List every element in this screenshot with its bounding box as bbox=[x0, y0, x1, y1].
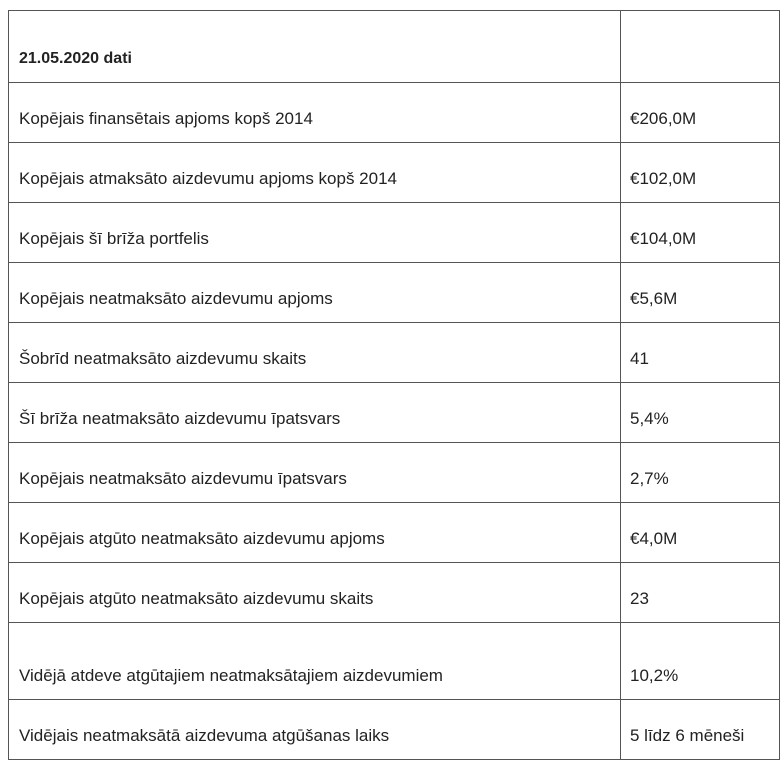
table-row: Kopējais neatmaksāto aizdevumu īpatsvars… bbox=[8, 442, 780, 503]
table-header-row: 21.05.2020 dati bbox=[8, 10, 780, 83]
statistics-table-container: 21.05.2020 dati Kopējais finansētais apj… bbox=[8, 10, 780, 760]
header-date-label: 21.05.2020 dati bbox=[8, 10, 621, 83]
header-value-cell bbox=[620, 10, 780, 83]
table-row: Vidējais neatmaksātā aizdevuma atgūšanas… bbox=[8, 699, 780, 760]
row-label: Vidējais neatmaksātā aizdevuma atgūšanas… bbox=[8, 699, 621, 760]
row-label: Šobrīd neatmaksāto aizdevumu skaits bbox=[8, 322, 621, 383]
table-row: Šobrīd neatmaksāto aizdevumu skaits 41 bbox=[8, 322, 780, 383]
row-value: 5 līdz 6 mēneši bbox=[620, 699, 780, 760]
row-label: Kopējais finansētais apjoms kopš 2014 bbox=[8, 82, 621, 143]
table-row: Kopējais atgūto neatmaksāto aizdevumu sk… bbox=[8, 562, 780, 623]
row-value: 41 bbox=[620, 322, 780, 383]
table-row: Kopējais neatmaksāto aizdevumu apjoms €5… bbox=[8, 262, 780, 323]
loan-statistics-table: 21.05.2020 dati Kopējais finansētais apj… bbox=[8, 10, 780, 760]
row-label: Šī brīža neatmaksāto aizdevumu īpatsvars bbox=[8, 382, 621, 443]
row-value: 23 bbox=[620, 562, 780, 623]
table-row: Kopējais finansētais apjoms kopš 2014 €2… bbox=[8, 82, 780, 143]
table-row: Vidējā atdeve atgūtajiem neatmaksātajiem… bbox=[8, 622, 780, 700]
row-value: €102,0M bbox=[620, 142, 780, 203]
row-label: Kopējais šī brīža portfelis bbox=[8, 202, 621, 263]
row-value: €4,0M bbox=[620, 502, 780, 563]
row-value: 2,7% bbox=[620, 442, 780, 503]
row-value: €206,0M bbox=[620, 82, 780, 143]
row-label: Vidējā atdeve atgūtajiem neatmaksātajiem… bbox=[8, 622, 621, 700]
row-value: €5,6M bbox=[620, 262, 780, 323]
row-label: Kopējais atmaksāto aizdevumu apjoms kopš… bbox=[8, 142, 621, 203]
table-row: Kopējais šī brīža portfelis €104,0M bbox=[8, 202, 780, 263]
table-row: Kopējais atgūto neatmaksāto aizdevumu ap… bbox=[8, 502, 780, 563]
row-value: 5,4% bbox=[620, 382, 780, 443]
row-label: Kopējais atgūto neatmaksāto aizdevumu ap… bbox=[8, 502, 621, 563]
row-value: €104,0M bbox=[620, 202, 780, 263]
table-row: Kopējais atmaksāto aizdevumu apjoms kopš… bbox=[8, 142, 780, 203]
row-label: Kopējais neatmaksāto aizdevumu apjoms bbox=[8, 262, 621, 323]
table-row: Šī brīža neatmaksāto aizdevumu īpatsvars… bbox=[8, 382, 780, 443]
row-label: Kopējais neatmaksāto aizdevumu īpatsvars bbox=[8, 442, 621, 503]
row-value: 10,2% bbox=[620, 622, 780, 700]
row-label: Kopējais atgūto neatmaksāto aizdevumu sk… bbox=[8, 562, 621, 623]
